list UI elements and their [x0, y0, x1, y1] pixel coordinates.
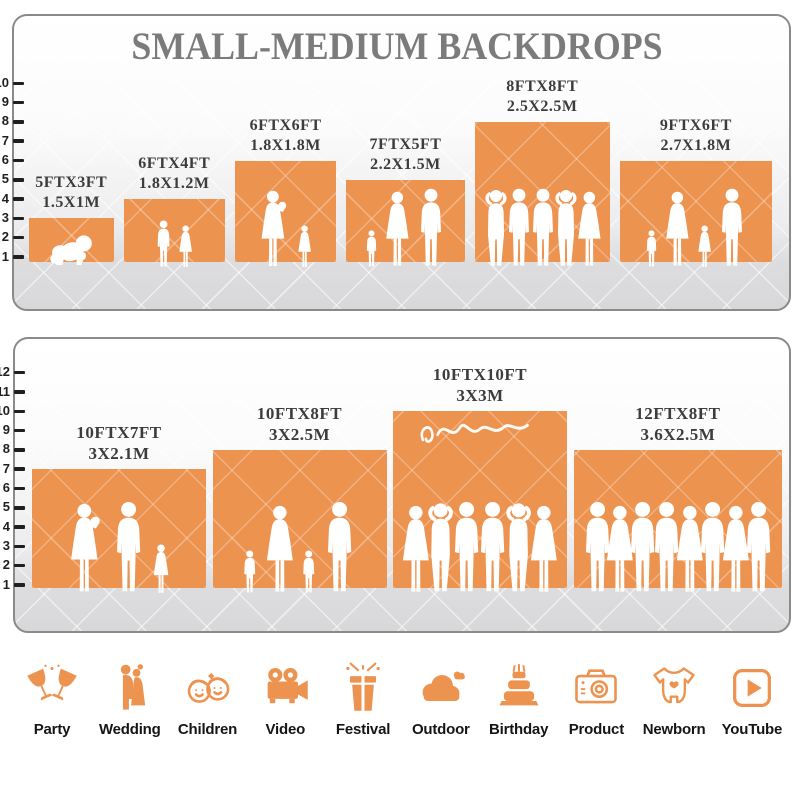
- axis-tick-label: 12: [0, 364, 10, 380]
- wedding-icon: [120, 664, 145, 710]
- axis-tick-label: 8: [1, 113, 9, 129]
- category-item-children: Children: [174, 662, 242, 738]
- axis-tick-label: 9: [2, 422, 10, 438]
- axis-tick-label: 4: [2, 518, 10, 534]
- axis-tick-label: 6: [1, 152, 9, 167]
- category-item-wedding: Wedding: [96, 662, 164, 738]
- category-label: Video: [265, 721, 306, 738]
- axis-tick-label: 7: [2, 460, 10, 476]
- axis-tick-label: 11: [0, 383, 10, 399]
- category-item-newborn: Newborn: [640, 662, 708, 738]
- category-item-party: Party: [18, 662, 86, 738]
- category-item-youtube: YouTube: [718, 662, 786, 738]
- category-item-video: Video: [251, 662, 319, 738]
- axis-tick-label: 3: [1, 209, 9, 225]
- category-item-festival: Festival: [329, 662, 397, 738]
- party-icon: [27, 664, 77, 701]
- axis-tick-label: 9: [1, 94, 9, 110]
- newborn-icon: [653, 667, 695, 704]
- youtube-icon: [732, 669, 771, 707]
- category-item-birthday: Birthday: [485, 662, 553, 738]
- category-label: Wedding: [98, 721, 161, 738]
- axis-tick-label: 2: [2, 557, 10, 573]
- category-label: Newborn: [642, 721, 706, 738]
- axis-tick-label: 5: [2, 499, 10, 515]
- category-label: Festival: [335, 721, 391, 738]
- category-label: Product: [568, 721, 624, 738]
- category-label: Birthday: [488, 721, 549, 738]
- page-title: SMALL-MEDIUM BACKDROPS: [131, 25, 663, 68]
- axis-tick-label: 7: [1, 132, 9, 148]
- axis-tick-label: 2: [1, 229, 9, 245]
- axis-tick-label: 6: [2, 480, 10, 495]
- category-row: Party Wedding Children Video Festival Outdoor…: [18, 662, 786, 738]
- category-label: Children: [177, 721, 238, 738]
- category-item-outdoor: Outdoor: [407, 662, 475, 738]
- category-item-product: Product: [562, 662, 630, 738]
- axis-tick-label: 3: [2, 537, 10, 553]
- panel-large-chart: [13, 337, 791, 633]
- outdoor-icon: [422, 671, 465, 701]
- video-icon: [267, 667, 309, 704]
- children-icon: [187, 672, 229, 703]
- axis-tick-label: 5: [1, 171, 9, 187]
- axis-tick-label: 10: [0, 402, 10, 418]
- axis-tick-label: 10: [0, 74, 9, 90]
- category-label: Party: [33, 721, 71, 738]
- birthday-icon: [499, 664, 539, 706]
- category-label: Outdoor: [411, 721, 470, 738]
- axis-tick-label: 1: [1, 248, 9, 264]
- product-icon: [575, 669, 618, 704]
- axis-tick-label: 4: [1, 190, 9, 206]
- category-label: YouTube: [721, 721, 783, 738]
- axis-tick-label: 1: [2, 576, 10, 592]
- festival-icon: [346, 662, 380, 711]
- axis-tick-label: 8: [2, 441, 10, 457]
